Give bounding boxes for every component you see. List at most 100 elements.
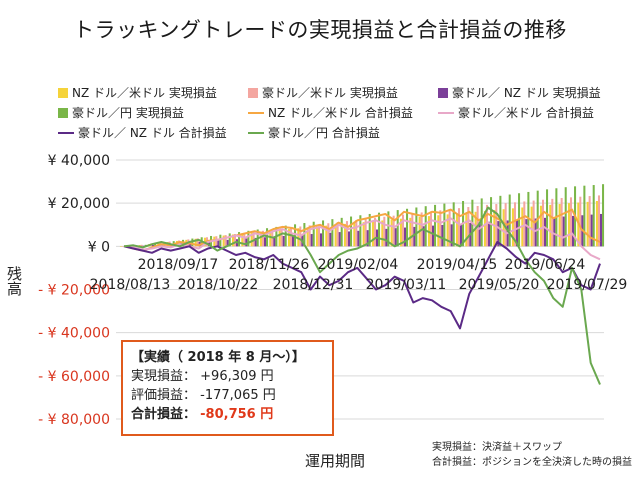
bar-2-38 xyxy=(478,222,481,247)
bar-2-36 xyxy=(460,223,463,247)
bar-2-39 xyxy=(488,221,491,247)
legend-item-4: NZ ドル／米ドル 合計損益 xyxy=(248,104,413,121)
legend-label-2: 豪ドル／ NZ ドル 実現損益 xyxy=(452,86,601,100)
bar-3-17 xyxy=(284,225,287,247)
bar-1-0 xyxy=(121,246,124,247)
y-tick-label-1: ¥ 20,000 xyxy=(48,196,110,212)
bar-2-48 xyxy=(572,215,575,247)
bar-2-16 xyxy=(273,236,276,247)
bar-2-28 xyxy=(385,228,388,247)
legend-swatch-6 xyxy=(58,131,74,134)
bar-2-7 xyxy=(189,242,192,247)
bar-2-43 xyxy=(525,219,528,247)
legend-swatch-1 xyxy=(248,87,258,98)
bar-1-18 xyxy=(289,227,292,247)
x-tick-label-top-2: 2019/02/04 xyxy=(318,257,399,273)
x-tick-label-bottom-1: 2018/10/22 xyxy=(178,277,259,293)
bar-0-2 xyxy=(138,245,141,247)
summary-unrealized-value: -177,065 円 xyxy=(200,388,276,403)
legend-item-2: 豪ドル／ NZ ドル 実現損益 xyxy=(438,84,601,101)
bar-3-30 xyxy=(406,208,409,247)
bar-0-46 xyxy=(549,204,552,247)
bar-3-18 xyxy=(294,224,297,247)
bar-0-29 xyxy=(390,219,393,247)
bar-2-13 xyxy=(245,238,248,247)
bar-1-33 xyxy=(429,211,432,247)
bar-3-35 xyxy=(452,202,455,247)
legend-item-6: 豪ドル／ NZ ドル 合計損益 xyxy=(58,124,227,141)
legend-item-5: 豪ドル／米ドル 合計損益 xyxy=(438,104,594,121)
bar-3-7 xyxy=(191,238,194,247)
bar-3-22 xyxy=(331,219,334,247)
bar-2-29 xyxy=(394,228,397,247)
y-axis-label: 残高 xyxy=(5,266,23,296)
legend-swatch-4 xyxy=(248,111,264,114)
bar-0-25 xyxy=(353,223,356,247)
bar-0-26 xyxy=(362,222,365,247)
bar-2-50 xyxy=(590,214,593,247)
bar-0-31 xyxy=(409,217,412,247)
note-total: 合計損益：ポジションを全決済した時の損益 xyxy=(432,457,632,468)
summary-unrealized-row: 評価損益： -177,065 円 xyxy=(131,386,324,405)
bar-0-12 xyxy=(231,234,234,247)
bar-2-24 xyxy=(348,231,351,247)
legend-label-5: 豪ドル／米ドル 合計損益 xyxy=(458,106,594,120)
bar-2-3 xyxy=(152,245,155,247)
bar-0-19 xyxy=(297,228,300,247)
summary-unrealized-label: 評価損益： xyxy=(131,388,197,403)
bar-3-31 xyxy=(415,207,418,247)
bar-0-15 xyxy=(259,231,262,247)
bar-1-12 xyxy=(233,234,236,247)
bar-2-44 xyxy=(534,218,537,247)
x-tick-label-bottom-5: 2019/07/29 xyxy=(547,277,628,293)
bar-1-31 xyxy=(411,213,414,247)
bar-2-30 xyxy=(404,227,407,247)
bar-0-27 xyxy=(371,221,374,247)
bar-1-46 xyxy=(551,198,554,247)
results-summary-box: 【実績（ 2018 年 8 月～）】 実現損益： +96,309 円 評価損益：… xyxy=(121,340,334,436)
legend-item-7: 豪ドル／円 合計損益 xyxy=(248,124,380,141)
x-tick-label-top-1: 2018/11/26 xyxy=(229,257,310,273)
bar-2-11 xyxy=(226,239,229,247)
bar-0-23 xyxy=(334,224,337,247)
bar-1-13 xyxy=(243,232,246,247)
bar-3-13 xyxy=(247,230,250,247)
bar-1-37 xyxy=(467,207,470,247)
bar-1-22 xyxy=(327,223,330,247)
summary-realized-row: 実現損益： +96,309 円 xyxy=(131,367,324,386)
bar-1-34 xyxy=(439,210,442,247)
bar-0-16 xyxy=(269,230,272,247)
bar-0-13 xyxy=(241,233,244,247)
bar-0-0 xyxy=(119,246,122,247)
x-tick-label-bottom-4: 2019/05/20 xyxy=(459,277,540,293)
bar-1-23 xyxy=(336,222,339,247)
bar-0-37 xyxy=(465,212,468,247)
summary-heading: 【実績（ 2018 年 8 月～）】 xyxy=(131,350,305,365)
bar-2-40 xyxy=(497,221,500,247)
bar-1-21 xyxy=(317,224,320,247)
summary-realized-label: 実現損益： xyxy=(131,369,197,384)
series-line-2 xyxy=(123,241,601,330)
bar-1-14 xyxy=(252,231,255,247)
y-tick-label-6: - ¥ 80,000 xyxy=(38,412,110,428)
bar-3-20 xyxy=(312,221,315,247)
bar-2-35 xyxy=(450,224,453,247)
x-tick-label-bottom-0: 2018/08/13 xyxy=(90,277,171,293)
summary-total-row: 合計損益： -80,756 円 xyxy=(131,405,324,424)
x-tick-label-top-4: 2019/06/24 xyxy=(505,257,586,273)
bar-1-2 xyxy=(140,244,143,247)
bar-3-32 xyxy=(424,206,427,247)
bar-2-14 xyxy=(254,237,257,247)
bar-1-40 xyxy=(495,204,498,247)
chart-title: トラッキングトレードの実現損益と合計損益の推移 xyxy=(73,18,567,42)
bar-2-34 xyxy=(441,224,444,247)
bar-1-51 xyxy=(597,195,600,247)
legend-label-4: NZ ドル／米ドル 合計損益 xyxy=(268,106,413,120)
bar-0-48 xyxy=(567,203,570,247)
bar-2-23 xyxy=(338,232,341,247)
bar-0-42 xyxy=(511,208,514,247)
y-tick-label-5: - ¥ 60,000 xyxy=(38,369,110,385)
bar-2-32 xyxy=(422,226,425,247)
bar-1-25 xyxy=(355,220,358,247)
